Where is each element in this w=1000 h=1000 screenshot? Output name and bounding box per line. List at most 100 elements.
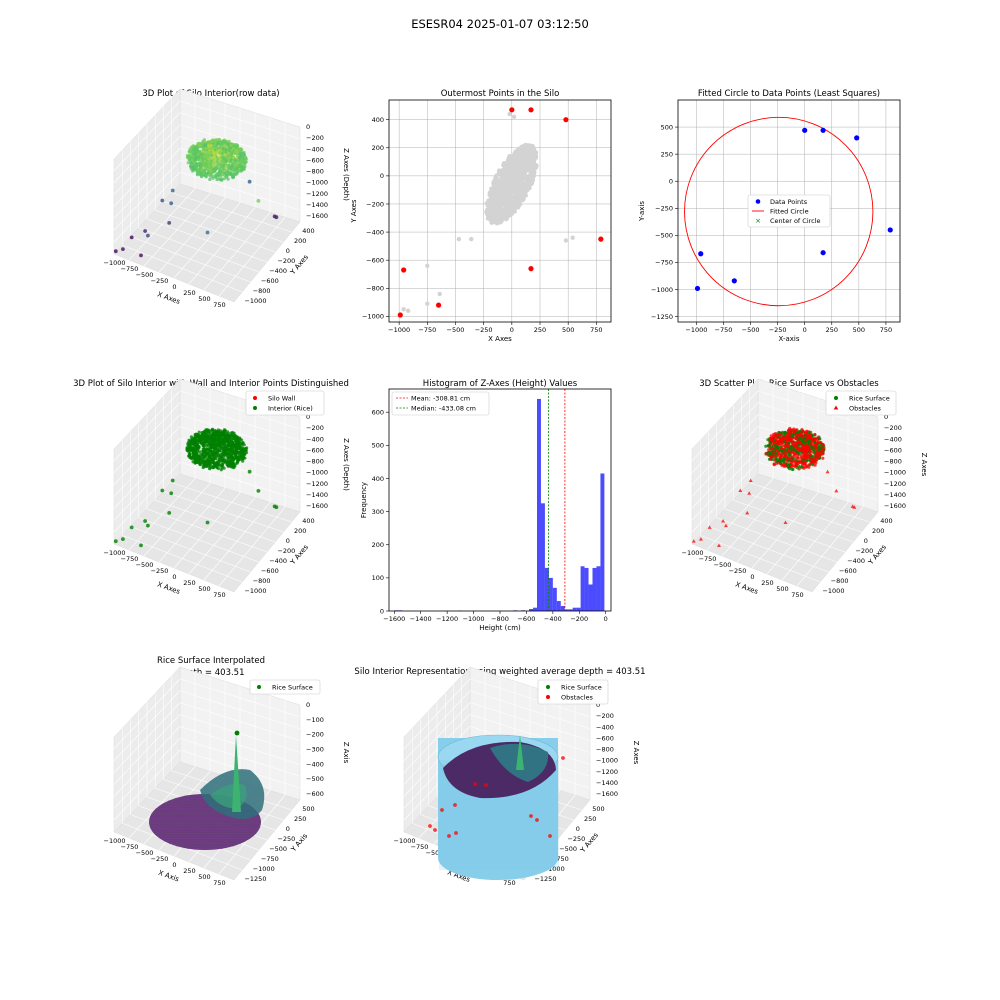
outermost-points xyxy=(397,107,604,318)
z-tick-label: −800 xyxy=(596,746,614,754)
cloud-point xyxy=(199,155,203,159)
cloud-point xyxy=(210,161,215,165)
x-tick-label: −500 xyxy=(742,326,760,334)
x-tick-label: −1000 xyxy=(463,615,485,623)
z-tick-label: 0 xyxy=(884,413,888,421)
cloud-point xyxy=(766,438,770,442)
cloud-point xyxy=(197,158,201,162)
ticks: −1600 −1400 −1200 −1000 −800 −600 −400 −200 0 0 10… xyxy=(372,408,608,623)
outlier-point xyxy=(121,537,125,541)
histogram-bar xyxy=(560,606,565,611)
outlier-point xyxy=(563,238,569,243)
cloud-point xyxy=(776,439,780,443)
grid xyxy=(389,100,611,322)
cloud-point xyxy=(517,202,523,207)
y-tick-label: −800 xyxy=(831,577,849,585)
cloud-point xyxy=(213,167,218,171)
cloud-point xyxy=(208,177,212,182)
cloud-point xyxy=(220,452,225,457)
obstacle-point xyxy=(723,523,728,528)
cloud-point xyxy=(211,450,215,454)
cloud-point xyxy=(237,458,241,462)
x-tick-label: −1600 xyxy=(383,615,405,623)
cloud-point xyxy=(228,444,233,448)
cloud-point xyxy=(238,165,242,169)
outlier-point xyxy=(272,214,277,219)
cloud-point xyxy=(196,433,200,437)
outlier-point xyxy=(139,253,143,258)
grid-line xyxy=(188,497,256,575)
obstacle-point xyxy=(529,814,533,818)
z-axis-label: Z Axis xyxy=(342,742,350,764)
cloud-point xyxy=(188,439,192,443)
legend-marker-points xyxy=(755,199,761,204)
z-tick-label: −600 xyxy=(306,790,324,798)
legend-label: Silo Wall xyxy=(268,395,296,403)
cloud-point xyxy=(215,152,219,156)
obstacle-point xyxy=(440,808,444,812)
cloud-point xyxy=(506,188,511,193)
cloud-point xyxy=(229,143,233,148)
cloud-point xyxy=(496,181,501,186)
cloud-point xyxy=(524,188,530,193)
cloud-point xyxy=(193,158,197,162)
y-tick-label: 500 xyxy=(592,805,604,813)
z-tick-label: −200 xyxy=(306,134,324,142)
cloud-point xyxy=(492,210,498,215)
outlier-point xyxy=(146,523,150,528)
x-tick-label: 250 xyxy=(826,326,838,334)
histogram-bar xyxy=(572,607,577,611)
grid-line xyxy=(733,499,854,543)
panel-title: Rice Surface Interpolated xyxy=(157,656,265,666)
z-tick-label: −1400 xyxy=(306,201,328,209)
z-tick-label: −1400 xyxy=(306,491,328,499)
legend-label: Median: -433.08 cm xyxy=(411,405,476,413)
cloud-point xyxy=(202,436,206,440)
cloud-point xyxy=(216,173,220,177)
cloud-point xyxy=(778,449,782,453)
cloud-point xyxy=(226,433,230,437)
outlier-point xyxy=(160,198,165,203)
cloud-point xyxy=(503,173,508,178)
histogram-bar xyxy=(576,607,581,611)
grid-line xyxy=(113,136,181,207)
obstacle-point xyxy=(454,831,458,835)
cloud-point xyxy=(203,142,207,147)
x-tick-label: 750 xyxy=(503,879,515,887)
cloud-point xyxy=(186,448,190,452)
cloud-point xyxy=(782,460,786,464)
obstacle-point xyxy=(834,488,839,493)
cloud-point xyxy=(201,464,205,468)
x-tick-label: −750 xyxy=(715,326,733,334)
cloud-point xyxy=(221,431,225,435)
cloud-point xyxy=(519,166,525,171)
cloud-point xyxy=(218,166,222,170)
obstacle-point xyxy=(447,834,451,838)
y-tick-label: −600 xyxy=(839,567,857,575)
grid-line xyxy=(691,426,759,497)
y-tick-label: −500 xyxy=(655,232,673,240)
cloud-point xyxy=(225,159,229,163)
cloud-point xyxy=(210,435,214,439)
cloud-point xyxy=(212,442,216,446)
grid-line xyxy=(113,124,181,195)
cloud-point xyxy=(226,464,231,468)
x-tick-label: 250 xyxy=(761,579,773,587)
y-tick-label: 500 xyxy=(661,123,673,131)
cloud-point xyxy=(233,159,237,163)
y-tick-label: −400 xyxy=(269,267,287,275)
z-tick-label: −800 xyxy=(306,168,324,176)
cloud-point xyxy=(223,451,227,455)
plot-area xyxy=(677,99,901,323)
z-tick-label: −100 xyxy=(306,716,324,724)
cloud-point xyxy=(780,441,784,445)
grid-line xyxy=(749,482,870,523)
z-tick-label: −1200 xyxy=(306,480,328,488)
point-cloud xyxy=(185,137,248,182)
cloud-point xyxy=(212,452,216,456)
cloud-point xyxy=(215,159,219,163)
legend: Data Points Fitted Circle × Center of Ci… xyxy=(747,194,831,228)
cloud-point xyxy=(241,450,245,454)
cloud-point xyxy=(772,436,776,440)
outermost-point xyxy=(397,312,403,318)
